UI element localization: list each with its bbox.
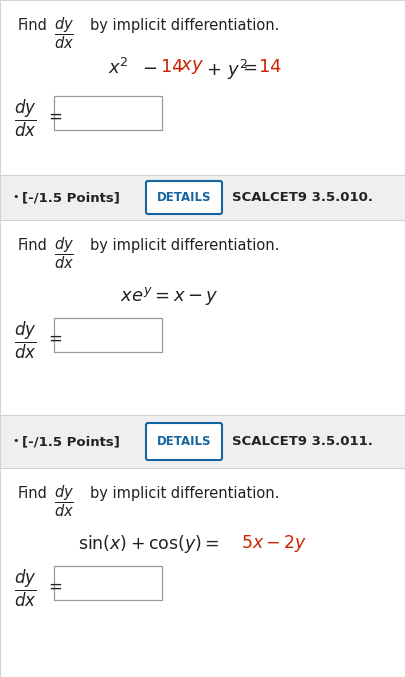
Text: $\,-\,$: $\,-\,$	[136, 58, 158, 76]
Text: $\dfrac{dy}{dx}$: $\dfrac{dy}{dx}$	[14, 568, 36, 609]
Text: $\dfrac{dy}{dx}$: $\dfrac{dy}{dx}$	[54, 15, 74, 51]
Text: Find: Find	[18, 238, 48, 253]
Text: SCALCET9 3.5.010.: SCALCET9 3.5.010.	[232, 191, 373, 204]
Text: •: •	[12, 192, 19, 202]
Text: $\,=\,$: $\,=\,$	[236, 58, 258, 76]
Text: Find: Find	[18, 18, 48, 33]
Bar	[54, 96, 162, 130]
Bar	[0, 415, 405, 468]
Text: $5x - 2y$: $5x - 2y$	[241, 533, 307, 554]
FancyBboxPatch shape	[146, 181, 222, 214]
Bar	[0, 468, 405, 677]
Text: $\dfrac{dy}{dx}$: $\dfrac{dy}{dx}$	[14, 320, 36, 362]
Text: $\,+\,y^2$: $\,+\,y^2$	[200, 58, 248, 82]
FancyBboxPatch shape	[146, 423, 222, 460]
Text: $xy$: $xy$	[180, 58, 204, 76]
Text: $14$: $14$	[258, 58, 282, 76]
Text: DETAILS: DETAILS	[157, 435, 211, 448]
Text: =: =	[48, 330, 62, 348]
Text: Find: Find	[18, 486, 48, 501]
Bar	[54, 566, 162, 600]
Bar	[0, 175, 405, 220]
Bar	[0, 220, 405, 415]
Text: $\dfrac{dy}{dx}$: $\dfrac{dy}{dx}$	[14, 98, 36, 139]
Text: •: •	[12, 437, 19, 447]
Text: $x^2$: $x^2$	[108, 58, 129, 78]
Bar	[54, 318, 162, 352]
Text: $\dfrac{dy}{dx}$: $\dfrac{dy}{dx}$	[54, 483, 74, 519]
Text: by implicit differentiation.: by implicit differentiation.	[90, 18, 279, 33]
Text: SCALCET9 3.5.011.: SCALCET9 3.5.011.	[232, 435, 373, 448]
Text: [-/1.5 Points]: [-/1.5 Points]	[22, 435, 120, 448]
Text: by implicit differentiation.: by implicit differentiation.	[90, 486, 279, 501]
Text: $14$: $14$	[160, 58, 184, 76]
Text: $\sin(x) + \cos(y) = $: $\sin(x) + \cos(y) = $	[78, 533, 219, 555]
Text: =: =	[48, 108, 62, 126]
Text: DETAILS: DETAILS	[157, 191, 211, 204]
Text: =: =	[48, 578, 62, 596]
Text: [-/1.5 Points]: [-/1.5 Points]	[22, 191, 120, 204]
Bar	[0, 0, 405, 175]
Text: by implicit differentiation.: by implicit differentiation.	[90, 238, 279, 253]
Text: $\dfrac{dy}{dx}$: $\dfrac{dy}{dx}$	[54, 235, 74, 271]
Text: $xe^y = x - y$: $xe^y = x - y$	[120, 285, 219, 307]
